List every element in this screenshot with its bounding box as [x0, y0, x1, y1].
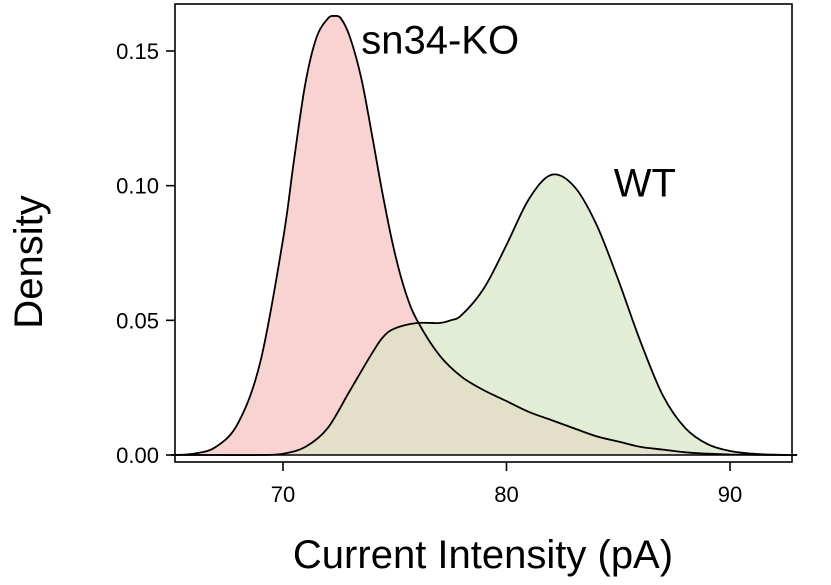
series-line-sn34-ko: [171, 15, 798, 456]
y-axis-title: Density: [7, 195, 51, 328]
y-axis: 0.00 0.05 0.10 0.15: [116, 39, 175, 468]
series-area-wt: [171, 174, 798, 456]
plot-frame: [174, 3, 793, 463]
y-tick-label-0: 0.00: [116, 443, 159, 468]
x-tick-label-80: 80: [494, 482, 518, 507]
annotation-wt: WT: [614, 161, 676, 205]
annotation-sn34-ko: sn34-KO: [361, 19, 519, 63]
annotations: sn34-KO WT: [361, 19, 676, 206]
x-tick-label-90: 90: [718, 482, 742, 507]
x-axis: 70 80 90: [271, 462, 742, 507]
y-tick-label-1: 0.05: [116, 308, 159, 333]
y-tick-label-3: 0.15: [116, 39, 159, 64]
series-line-wt: [171, 173, 798, 456]
series-area-sn34-ko: [171, 15, 798, 456]
x-tick-label-70: 70: [271, 482, 295, 507]
y-tick-label-2: 0.10: [116, 174, 159, 199]
x-axis-title: Current Intensity (pA): [293, 533, 673, 577]
plot-area: [171, 15, 798, 456]
